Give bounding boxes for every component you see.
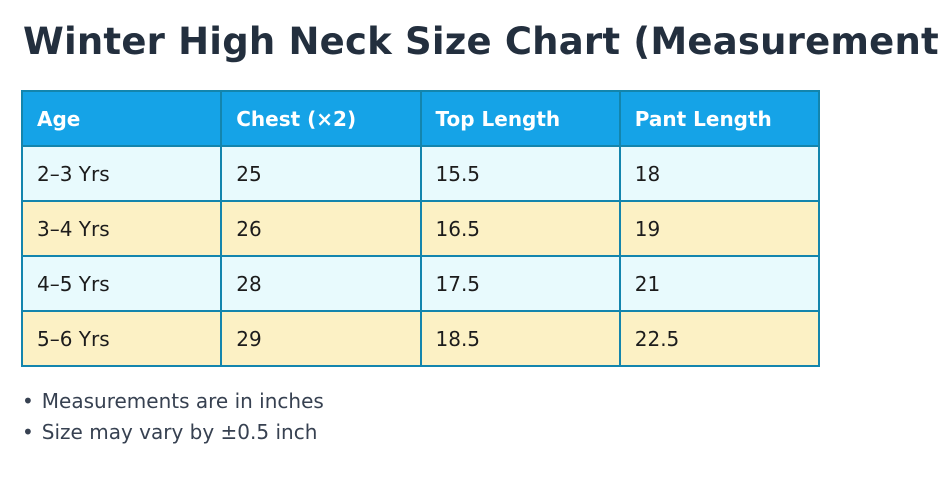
bullet-icon: • — [22, 389, 34, 413]
bullet-icon: • — [22, 420, 34, 444]
footnote-item: • Size may vary by ±0.5 inch — [22, 417, 324, 448]
cell-pant-length: 22.5 — [618, 310, 821, 367]
cell-pant-length: 21 — [618, 255, 821, 312]
column-header-chest: Chest (×2) — [220, 90, 422, 147]
cell-top-length: 18.5 — [419, 310, 621, 367]
table-header: Age Chest (×2) Top Length Pant Length — [20, 90, 821, 147]
footnote-text: Size may vary by ±0.5 inch — [41, 420, 318, 444]
cell-age: 3–4 Yrs — [20, 200, 223, 257]
cell-age: 5–6 Yrs — [20, 310, 223, 367]
table-row: 5–6 Yrs 29 18.5 22.5 — [20, 310, 821, 367]
cell-chest: 26 — [220, 200, 422, 257]
cell-top-length: 16.5 — [419, 200, 621, 257]
table-row: 4–5 Yrs 28 17.5 21 — [20, 255, 821, 312]
cell-pant-length: 19 — [618, 200, 821, 257]
cell-pant-length: 18 — [618, 145, 821, 202]
footnote-item: • Measurements are in inches — [22, 386, 324, 417]
cell-top-length: 17.5 — [419, 255, 621, 312]
footnotes-list: • Measurements are in inches • Size may va… — [22, 386, 324, 448]
cell-chest: 28 — [220, 255, 422, 312]
table-body: 2–3 Yrs 25 15.5 18 3–4 Yrs 26 16.5 19 4–… — [20, 145, 821, 367]
footnote-text: Measurements are in inches — [41, 389, 324, 413]
cell-chest: 25 — [220, 145, 422, 202]
cell-age: 2–3 Yrs — [20, 145, 223, 202]
column-header-age: Age — [20, 90, 223, 147]
table-row: 2–3 Yrs 25 15.5 18 — [20, 145, 821, 202]
table-row: 3–4 Yrs 26 16.5 19 — [20, 200, 821, 257]
size-chart-table: Age Chest (×2) Top Length Pant Length 2–… — [20, 90, 821, 367]
cell-age: 4–5 Yrs — [20, 255, 223, 312]
column-header-top-length: Top Length — [419, 90, 621, 147]
header-row: Age Chest (×2) Top Length Pant Length — [20, 90, 821, 147]
page-title: Winter High Neck Size Chart (Measurement — [23, 20, 939, 63]
cell-top-length: 15.5 — [419, 145, 621, 202]
cell-chest: 29 — [220, 310, 422, 367]
column-header-pant-length: Pant Length — [618, 90, 821, 147]
